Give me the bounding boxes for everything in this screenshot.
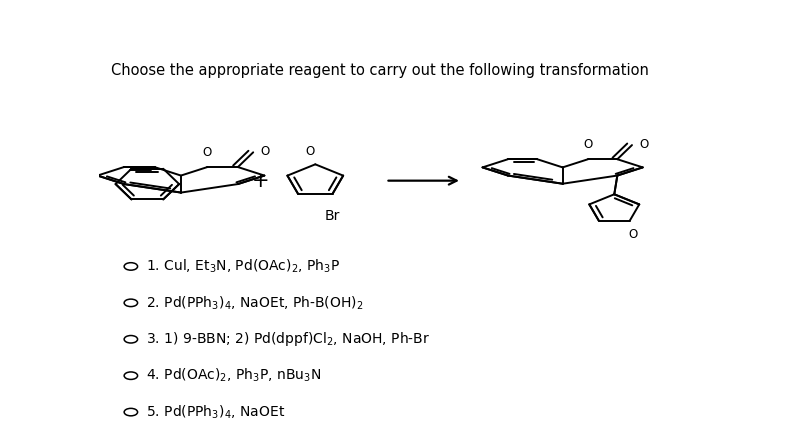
Text: Choose the appropriate reagent to carry out the following transformation: Choose the appropriate reagent to carry … bbox=[110, 63, 649, 78]
Text: O: O bbox=[639, 137, 649, 151]
Text: Br: Br bbox=[325, 209, 340, 223]
Text: 4. Pd(OAc)$_2$, Ph$_3$P, nBu$_3$N: 4. Pd(OAc)$_2$, Ph$_3$P, nBu$_3$N bbox=[146, 367, 321, 385]
Text: +: + bbox=[251, 171, 269, 191]
Text: O: O bbox=[261, 145, 269, 158]
Text: O: O bbox=[203, 145, 212, 159]
Text: O: O bbox=[306, 145, 315, 157]
Text: 2. Pd(PPh$_3$)$_4$, NaOEt, Ph-B(OH)$_2$: 2. Pd(PPh$_3$)$_4$, NaOEt, Ph-B(OH)$_2$ bbox=[146, 294, 363, 312]
Text: 1. Cul, Et$_3$N, Pd(OAc)$_2$, Ph$_3$P: 1. Cul, Et$_3$N, Pd(OAc)$_2$, Ph$_3$P bbox=[146, 258, 340, 275]
Text: 3. 1) 9-BBN; 2) Pd(dppf)Cl$_2$, NaOH, Ph-Br: 3. 1) 9-BBN; 2) Pd(dppf)Cl$_2$, NaOH, Ph… bbox=[146, 330, 429, 348]
Text: 5. Pd(PPh$_3$)$_4$, NaOEt: 5. Pd(PPh$_3$)$_4$, NaOEt bbox=[146, 404, 284, 421]
Text: O: O bbox=[583, 138, 593, 151]
Text: O: O bbox=[628, 228, 637, 241]
